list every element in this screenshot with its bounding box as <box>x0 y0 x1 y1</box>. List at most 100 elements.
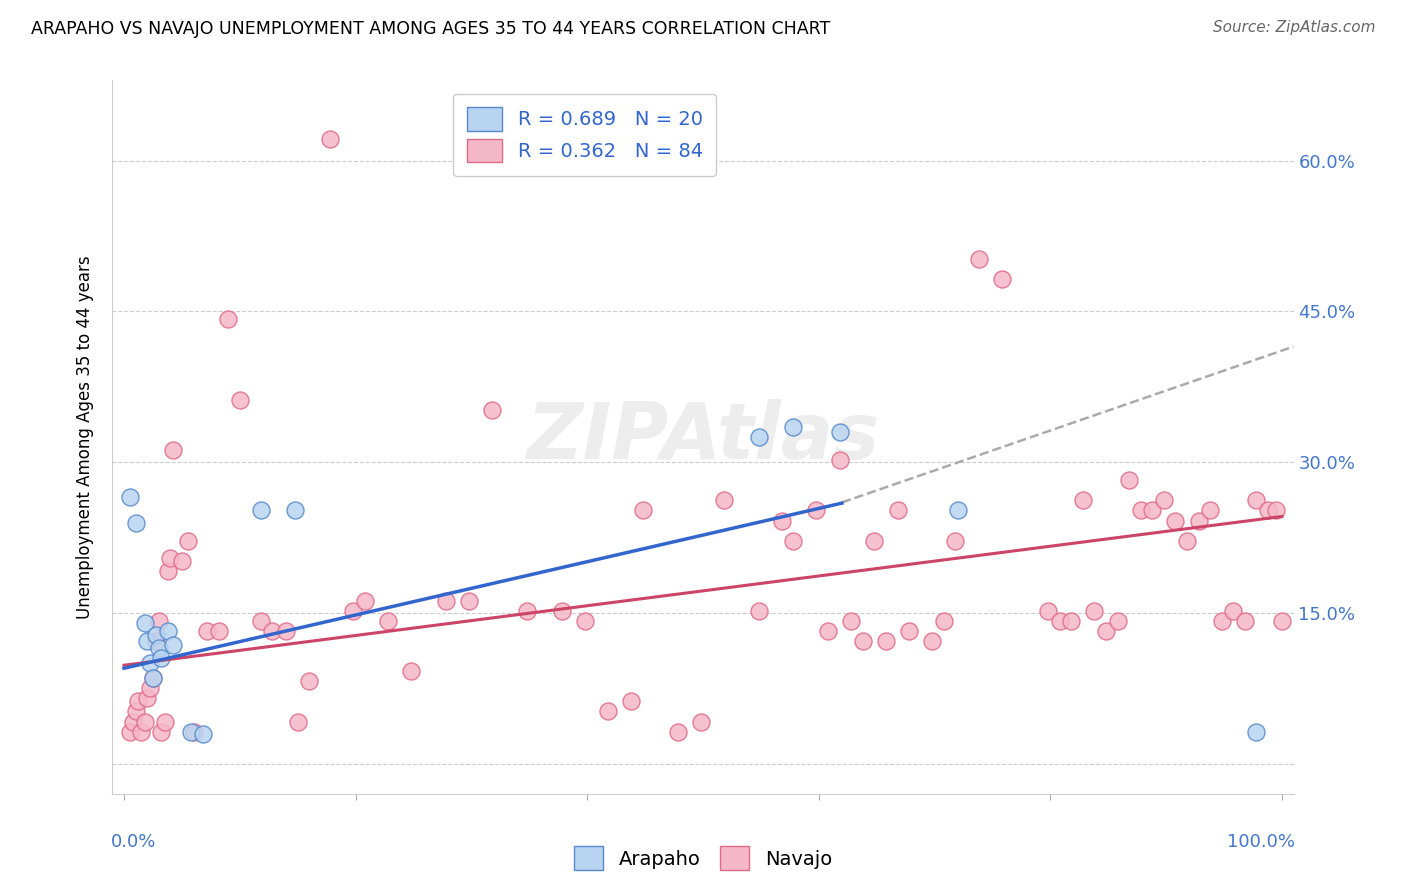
Point <box>180 724 202 739</box>
Point <box>875 634 897 648</box>
Point <box>817 624 839 638</box>
Point <box>217 312 239 326</box>
Point <box>932 614 955 628</box>
Point <box>153 714 176 729</box>
Point <box>863 533 886 548</box>
Point <box>162 638 184 652</box>
Point <box>342 604 364 618</box>
Point <box>782 533 804 548</box>
Point <box>249 614 271 628</box>
Legend: R = 0.689   N = 20, R = 0.362   N = 84: R = 0.689 N = 20, R = 0.362 N = 84 <box>454 94 716 176</box>
Point <box>1246 493 1268 508</box>
Point <box>136 691 159 706</box>
Point <box>162 443 184 458</box>
Point <box>1118 473 1140 487</box>
Point <box>1187 514 1209 528</box>
Point <box>1153 493 1175 508</box>
Point <box>127 694 149 708</box>
Point <box>262 624 284 638</box>
Point <box>1233 614 1256 628</box>
Point <box>298 674 321 689</box>
Point <box>631 503 654 517</box>
Point <box>1049 614 1071 628</box>
Point <box>150 724 173 739</box>
Point <box>1222 604 1244 618</box>
Point <box>148 641 170 656</box>
Point <box>319 131 342 145</box>
Point <box>1175 533 1198 548</box>
Text: Source: ZipAtlas.com: Source: ZipAtlas.com <box>1212 20 1375 35</box>
Point <box>689 714 711 729</box>
Point <box>142 671 165 685</box>
Point <box>1271 614 1294 628</box>
Point <box>1129 503 1152 517</box>
Point <box>1257 503 1279 517</box>
Point <box>208 624 231 638</box>
Point <box>596 705 619 719</box>
Point <box>118 491 141 505</box>
Point <box>1142 503 1164 517</box>
Point <box>276 624 298 638</box>
Legend: Arapaho, Navajo: Arapaho, Navajo <box>567 838 839 878</box>
Point <box>197 624 219 638</box>
Point <box>1060 614 1083 628</box>
Point <box>118 724 141 739</box>
Point <box>852 634 875 648</box>
Text: ARAPAHO VS NAVAJO UNEMPLOYMENT AMONG AGES 35 TO 44 YEARS CORRELATION CHART: ARAPAHO VS NAVAJO UNEMPLOYMENT AMONG AGE… <box>31 20 830 37</box>
Point <box>138 681 160 696</box>
Point <box>229 392 252 407</box>
Point <box>145 628 167 642</box>
Point <box>1199 503 1222 517</box>
Point <box>666 724 689 739</box>
Point <box>886 503 908 517</box>
Point <box>157 564 180 578</box>
Y-axis label: Unemployment Among Ages 35 to 44 years: Unemployment Among Ages 35 to 44 years <box>76 255 94 619</box>
Point <box>1083 604 1105 618</box>
Text: ZIPAtlas: ZIPAtlas <box>526 399 880 475</box>
Point <box>145 634 167 648</box>
Point <box>898 624 921 638</box>
Point <box>287 714 309 729</box>
Point <box>967 252 990 267</box>
Point <box>1265 503 1288 517</box>
Point <box>249 503 271 517</box>
Point <box>946 503 969 517</box>
Point <box>134 615 156 630</box>
Point <box>839 614 862 628</box>
Point <box>159 550 181 565</box>
Point <box>770 514 793 528</box>
Point <box>124 705 146 719</box>
Point <box>134 714 156 729</box>
Text: 0.0%: 0.0% <box>111 833 156 851</box>
Point <box>1071 493 1094 508</box>
Point <box>574 614 596 628</box>
Point <box>1164 514 1187 528</box>
Point <box>1211 614 1233 628</box>
Point <box>183 724 205 739</box>
Point <box>284 503 307 517</box>
Point <box>1107 614 1129 628</box>
Point <box>399 665 422 679</box>
Point <box>481 403 503 417</box>
Point <box>990 272 1012 286</box>
Point <box>748 604 770 618</box>
Point <box>138 657 160 671</box>
Point <box>748 430 770 444</box>
Point <box>142 671 165 685</box>
Point <box>354 594 377 608</box>
Point <box>945 533 967 548</box>
Point <box>516 604 538 618</box>
Point <box>148 614 170 628</box>
Point <box>122 714 145 729</box>
Point <box>177 533 200 548</box>
Point <box>1246 724 1268 739</box>
Point <box>124 516 146 530</box>
Point <box>1095 624 1118 638</box>
Point <box>782 420 804 434</box>
Point <box>551 604 574 618</box>
Point <box>131 724 153 739</box>
Point <box>458 594 481 608</box>
Point <box>1036 604 1059 618</box>
Point <box>806 503 828 517</box>
Point <box>150 651 173 665</box>
